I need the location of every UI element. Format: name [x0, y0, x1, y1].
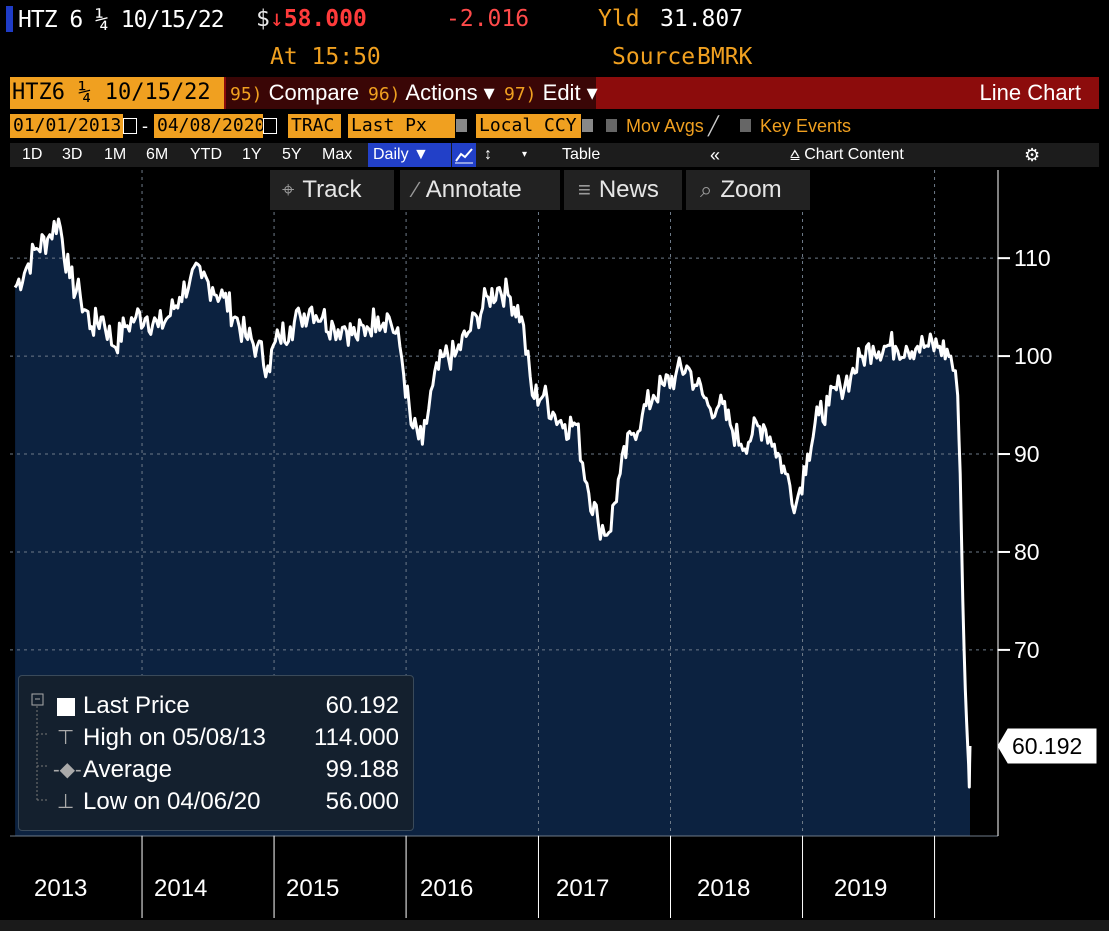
y-tick-label: 110 — [1014, 245, 1051, 271]
frequency-select[interactable]: Daily ▼ — [368, 143, 451, 167]
last-value-tag — [997, 728, 1097, 764]
period-3d[interactable]: 3D — [62, 146, 83, 163]
settings-toolbar: 01/01/2013 - 04/08/2020 TRAC Last Px Loc… — [10, 114, 1099, 138]
pencil-icon[interactable]: ╱ — [708, 116, 719, 136]
collapse-icon[interactable]: « — [710, 145, 721, 165]
news-icon: ≡ — [578, 177, 591, 202]
legend-last-price: Last Price 60.192 — [19, 690, 413, 722]
chart-content-button[interactable]: ⩠ Chart Content — [790, 146, 904, 163]
period-max[interactable]: Max — [322, 146, 353, 163]
end-date-field[interactable]: 04/08/2020 — [154, 114, 265, 138]
legend-high: ⊤ High on 05/08/13 114.000 — [19, 722, 413, 754]
dropdown-arrow-icon[interactable] — [456, 119, 467, 132]
period-toolbar: 1D 3D 1M 6M YTD 1Y 5Y Max Daily ▼ ↕ ▾ Ta… — [10, 143, 1099, 167]
currency-select[interactable]: Local CCY — [476, 114, 581, 138]
source-label: Source — [612, 44, 696, 70]
key-events-checkbox[interactable] — [740, 119, 751, 132]
mov-avgs-checkbox[interactable] — [606, 119, 617, 132]
last-price: $↓58.000 — [256, 6, 367, 32]
calendar-icon[interactable] — [123, 118, 137, 134]
average-marker-icon: -◆- — [53, 759, 82, 781]
y-tick-label: 90 — [1014, 441, 1040, 467]
x-tick-label: 2013 — [34, 875, 88, 902]
bar-chart-icon[interactable]: ↕ — [484, 146, 492, 163]
table-button[interactable]: Table — [562, 146, 601, 163]
chart-content-icon: ⩠ — [790, 146, 805, 163]
crosshair-icon: ⌖ — [282, 177, 295, 202]
start-date-field[interactable]: 01/01/2013 — [10, 114, 123, 138]
last-price-swatch — [57, 698, 75, 716]
command-toolbar: HTZ6 ¼ 10/15/22 ( 95) Compare 96) Action… — [10, 77, 1099, 109]
period-1y[interactable]: 1Y — [242, 146, 262, 163]
x-tick-label: 2015 — [286, 875, 340, 902]
mov-avgs-label[interactable]: Mov Avgs — [626, 116, 704, 136]
line-chart-glyph — [455, 148, 473, 164]
magnifier-icon: ⌕ — [700, 177, 713, 202]
ticker-marker — [6, 6, 13, 32]
price-change: -2.016 — [446, 6, 530, 32]
pencil-icon: ∕ — [414, 177, 418, 202]
y-tick-label: 70 — [1014, 637, 1040, 663]
source-value: BMRK — [697, 44, 753, 70]
edit-menu[interactable]: 97) Edit ▾ — [500, 77, 598, 109]
gear-icon[interactable]: ⚙ — [1024, 145, 1041, 165]
legend-average: -◆- Average 99.188 — [19, 754, 413, 786]
actions-menu[interactable]: 96) Actions ▾ — [364, 77, 500, 109]
high-marker-icon: ⊤ — [57, 727, 75, 749]
period-1d[interactable]: 1D — [22, 146, 43, 163]
yield-value: 31.807 — [660, 6, 744, 32]
x-tick-label: 2017 — [556, 875, 610, 902]
legend-tree — [31, 693, 47, 801]
status-strip — [0, 920, 1109, 931]
quote-time: At 15:50 — [270, 44, 381, 70]
x-tick-label: 2018 — [697, 875, 751, 902]
security-ticker: HTZ 6 ¼ 10/15/22 — [6, 6, 225, 33]
price-line — [13, 217, 972, 789]
legend-low: ⊥ Low on 04/06/20 56.000 — [19, 786, 413, 818]
field-select[interactable]: Last Px — [348, 114, 455, 138]
y-tick-label: 100 — [1014, 343, 1052, 369]
period-6m[interactable]: 6M — [146, 146, 169, 163]
dropdown-arrow-icon[interactable]: ▾ — [522, 149, 528, 160]
track-button[interactable]: ⌖ Track — [270, 170, 394, 210]
key-events-label[interactable]: Key Events — [760, 116, 852, 136]
down-arrow-icon: ↓ — [269, 6, 284, 32]
last-value-label: 60.192 — [1012, 733, 1082, 759]
date-separator: - — [142, 116, 148, 136]
security-field[interactable]: HTZ6 ¼ 10/15/22 ( — [10, 77, 237, 109]
news-button[interactable]: ≡ News — [564, 170, 682, 210]
dropdown-arrow-icon[interactable] — [582, 119, 593, 132]
zoom-button[interactable]: ⌕ Zoom — [686, 170, 810, 210]
line-chart-icon[interactable] — [452, 143, 476, 167]
chart-legend: Last Price 60.192 ⊤ High on 05/08/13 114… — [18, 675, 414, 831]
trac-field[interactable]: TRAC — [288, 114, 341, 138]
compare-button[interactable]: 95) Compare — [226, 77, 364, 109]
period-ytd[interactable]: YTD — [190, 146, 222, 163]
x-tick-label: 2014 — [154, 875, 208, 902]
y-tick-label: 80 — [1014, 539, 1040, 565]
low-marker-icon: ⊥ — [57, 791, 75, 813]
x-tick-label: 2019 — [834, 875, 888, 902]
x-tick-label: 2016 — [420, 875, 474, 902]
calendar-icon[interactable] — [263, 118, 277, 134]
chart-type-title: Line Chart — [979, 80, 1081, 105]
yield-label: Yld — [598, 6, 640, 32]
annotate-button[interactable]: ∕ Annotate — [400, 170, 560, 210]
period-5y[interactable]: 5Y — [282, 146, 302, 163]
period-1m[interactable]: 1M — [104, 146, 127, 163]
